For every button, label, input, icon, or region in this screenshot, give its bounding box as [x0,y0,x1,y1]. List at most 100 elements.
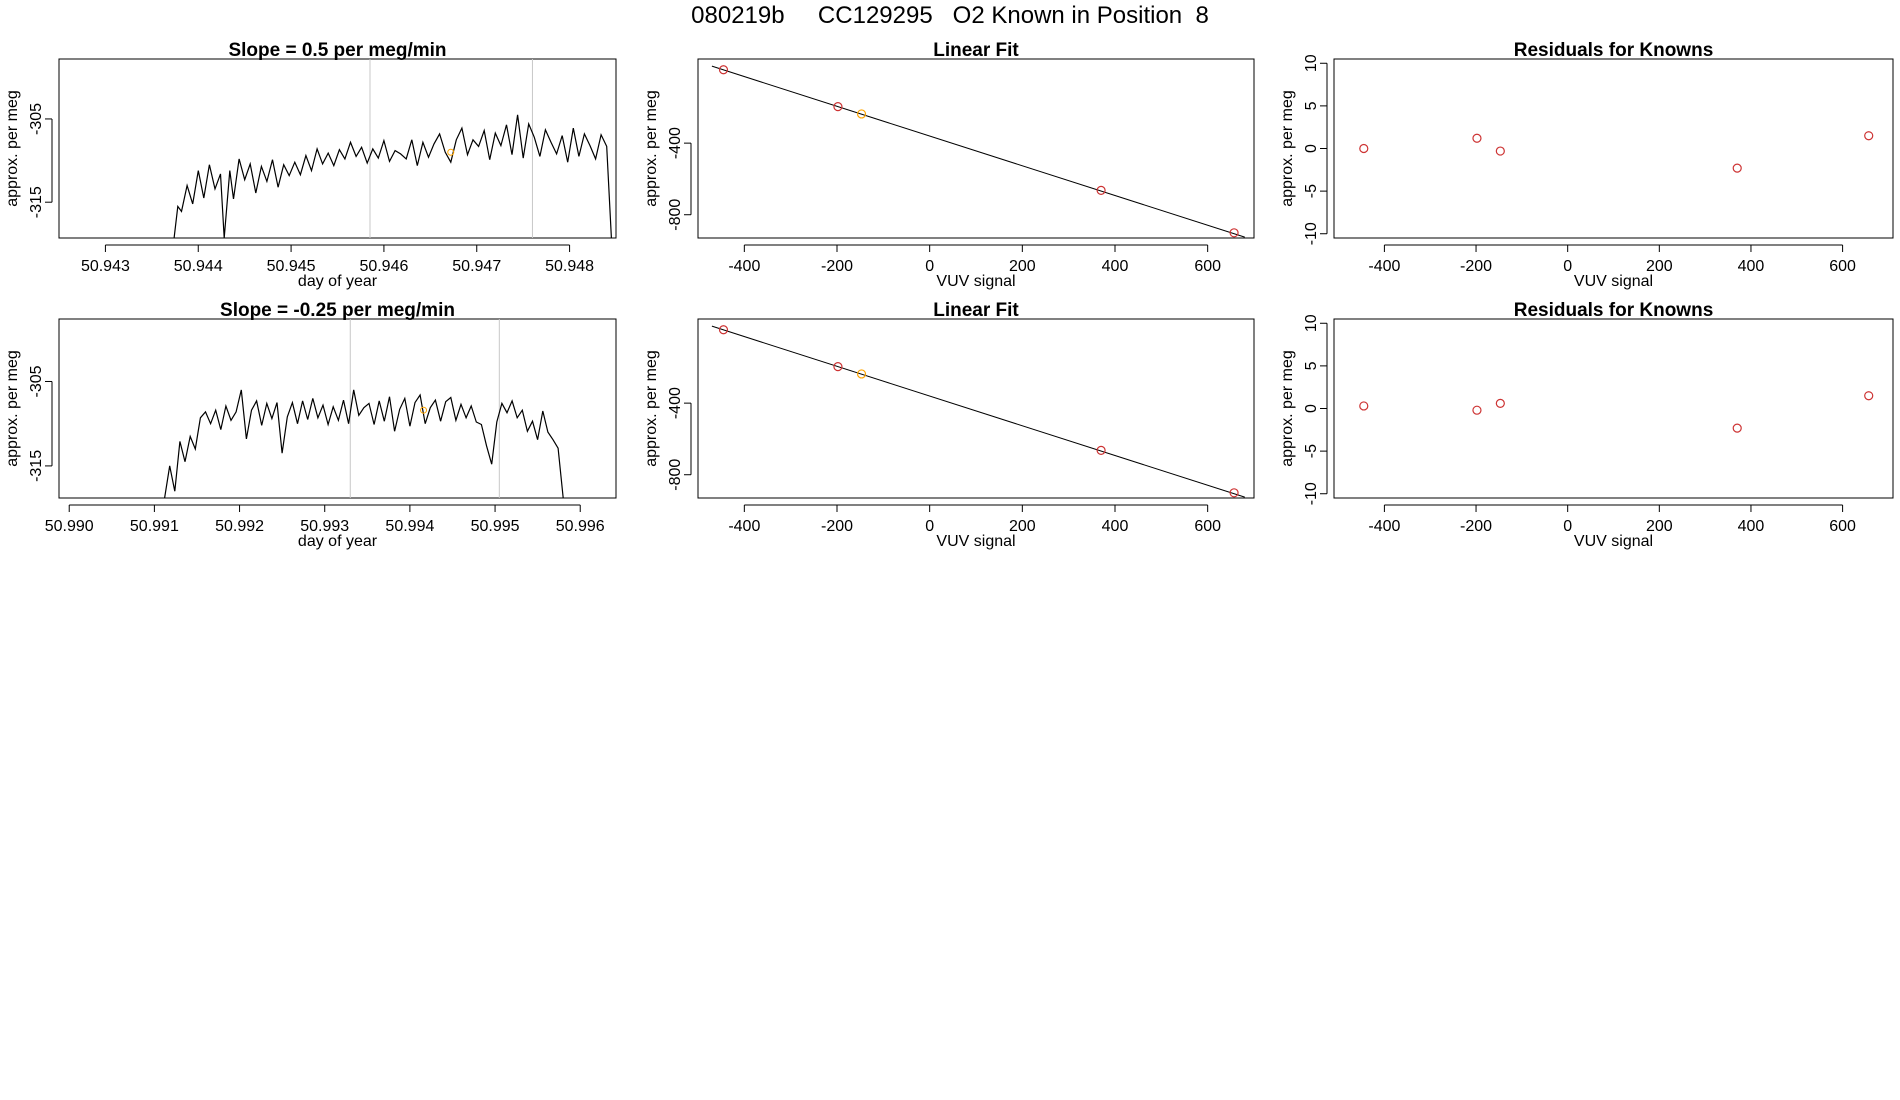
plot-frame [58,58,617,239]
x-tick-label: 400 [1102,518,1129,535]
data-point [856,109,867,119]
x-tick-label: 50.996 [556,518,605,535]
x-axis-label: VUV signal [1574,273,1653,290]
data-point [1472,405,1482,415]
x-tick-label: 0 [1563,518,1572,535]
x-tick-label: 200 [1646,518,1673,535]
x-axis-label: VUV signal [1574,533,1653,550]
y-tick-label: -5 [1303,184,1320,198]
highlight-point [447,148,455,156]
y-tick-label: -400 [667,127,684,159]
data-point [1096,185,1106,195]
data-point [1732,163,1742,173]
plot-frame [1333,58,1894,239]
y-tick-label: 5 [1303,101,1320,110]
x-tick-label: 50.948 [545,258,594,275]
plot-frame [58,318,617,499]
x-axis-label: VUV signal [936,533,1015,550]
plot-frame [1333,318,1894,499]
y-axis-label: approx. per meg [1279,350,1296,467]
x-tick-label: 50.945 [267,258,316,275]
data-point [1359,143,1369,154]
x-axis-label: day of year [298,273,378,290]
figure-title: 080219b CC129295 O2 Known in Position 8 [691,2,1209,29]
x-axis-label: VUV signal [936,273,1015,290]
panel-title: Residuals for Knowns [1514,40,1714,61]
x-tick-label: 50.943 [81,258,130,275]
x-tick-label: 50.994 [385,518,434,535]
y-tick-label: 10 [1303,314,1320,332]
data-point [1864,131,1874,141]
x-tick-label: -200 [821,518,853,535]
data-series-line [173,114,612,239]
data-point [1732,423,1742,433]
y-tick-label: -315 [28,186,45,218]
x-tick-label: 400 [1738,258,1765,275]
x-tick-label: 50.947 [452,258,501,275]
x-tick-label: -200 [1460,258,1492,275]
x-tick-label: 200 [1009,258,1036,275]
y-axis-label: approx. per meg [643,90,660,207]
plot-frame [697,58,1255,239]
y-tick-label: 0 [1303,144,1320,153]
panel-title: Slope = 0.5 per meg/min [228,40,446,61]
y-axis-label: approx. per meg [4,350,21,467]
y-tick-label: 10 [1303,54,1320,72]
x-tick-label: 200 [1009,518,1036,535]
highlight-point [420,406,428,414]
data-point [856,369,867,379]
data-point [718,65,729,75]
panel-title: Linear Fit [933,40,1019,61]
x-tick-label: 200 [1646,258,1673,275]
panel-title: Linear Fit [933,300,1019,321]
data-point [1229,488,1239,498]
data-point [1359,401,1369,411]
x-tick-label: -400 [1368,518,1400,535]
x-tick-label: 400 [1738,518,1765,535]
x-tick-label: 50.991 [130,518,179,535]
data-point [833,102,843,112]
y-tick-label: -5 [1303,444,1320,458]
panel-title: Residuals for Knowns [1514,300,1714,321]
y-tick-label: -315 [28,450,45,482]
x-tick-label: 50.946 [359,258,408,275]
fit-line [711,325,1245,498]
data-point [718,325,729,335]
x-axis-label: day of year [298,533,378,550]
x-tick-label: 600 [1194,518,1221,535]
x-tick-label: -400 [728,518,760,535]
data-point [1096,445,1106,455]
x-tick-label: -400 [728,258,760,275]
x-tick-label: 50.992 [215,518,264,535]
x-tick-label: 600 [1194,258,1221,275]
x-tick-label: 0 [1563,258,1572,275]
x-tick-label: 0 [925,258,934,275]
data-point [833,362,843,372]
x-tick-label: 50.990 [45,518,94,535]
x-tick-label: -400 [1368,258,1400,275]
y-tick-label: -10 [1303,482,1320,505]
y-axis-label: approx. per meg [643,350,660,467]
y-axis-label: approx. per meg [4,90,21,207]
data-point [1472,133,1482,143]
data-point [1229,228,1239,238]
data-point [1495,398,1505,408]
y-axis-label: approx. per meg [1279,90,1296,207]
x-tick-label: 600 [1829,258,1856,275]
y-tick-label: -400 [667,387,684,419]
plot-frame [697,318,1255,499]
x-tick-label: 50.995 [471,518,520,535]
panel-title: Slope = -0.25 per meg/min [220,300,455,321]
data-point [1495,146,1505,156]
x-tick-label: 50.993 [300,518,349,535]
y-tick-label: -305 [28,103,45,135]
data-point [1864,391,1874,401]
y-tick-label: -800 [667,199,684,231]
y-tick-label: 0 [1303,404,1320,413]
x-tick-label: 50.944 [174,258,223,275]
fit-line [711,65,1245,238]
y-tick-label: -10 [1303,222,1320,245]
y-tick-label: 5 [1303,361,1320,370]
x-tick-label: 600 [1829,518,1856,535]
